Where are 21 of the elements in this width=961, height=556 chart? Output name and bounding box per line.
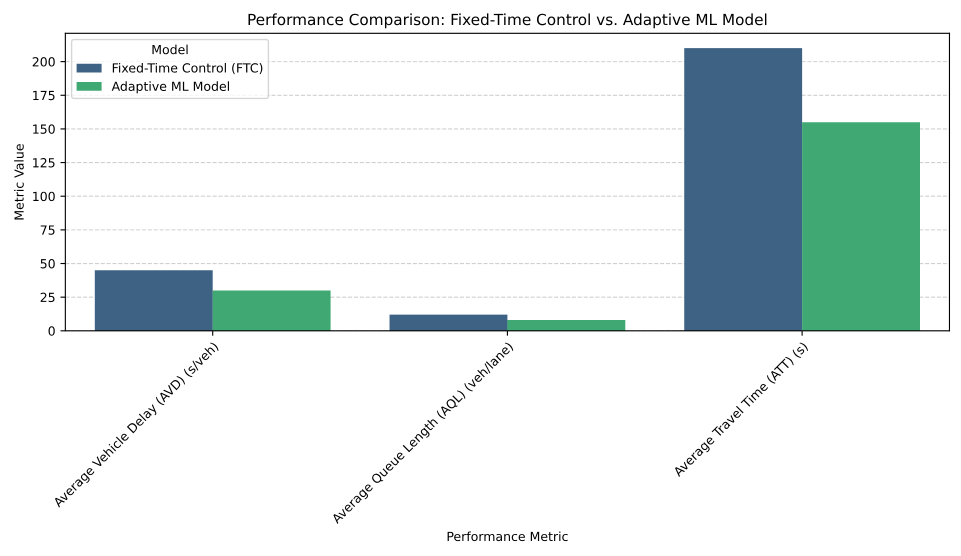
- y-tick-label: 125: [33, 158, 55, 168]
- y-tick-label: 200: [32, 57, 55, 67]
- y-tick-label: 25: [40, 292, 55, 302]
- bar: [802, 122, 920, 331]
- bar: [684, 48, 802, 331]
- legend-title: Model: [152, 44, 188, 54]
- bar: [507, 320, 626, 331]
- legend-label: Fixed-Time Control (FTC): [112, 62, 262, 74]
- y-tick-label: 175: [33, 90, 55, 100]
- chart-title: Performance Comparison: Fixed-Time Control vs. Adaptive ML Model: [248, 13, 766, 28]
- y-tick-label: 50: [40, 258, 55, 268]
- y-tick-label: 100: [33, 192, 55, 202]
- y-tick-label: 0: [48, 326, 55, 336]
- x-axis-title: Performance Metric: [448, 531, 568, 542]
- y-tick-label: 150: [33, 124, 55, 134]
- bar: [390, 314, 508, 331]
- bar: [212, 290, 331, 331]
- bar: [94, 270, 213, 331]
- legend-label: Adaptive ML Model: [112, 81, 229, 94]
- y-axis-title: Metric Value: [14, 144, 24, 220]
- y-tick-label: 75: [40, 226, 55, 235]
